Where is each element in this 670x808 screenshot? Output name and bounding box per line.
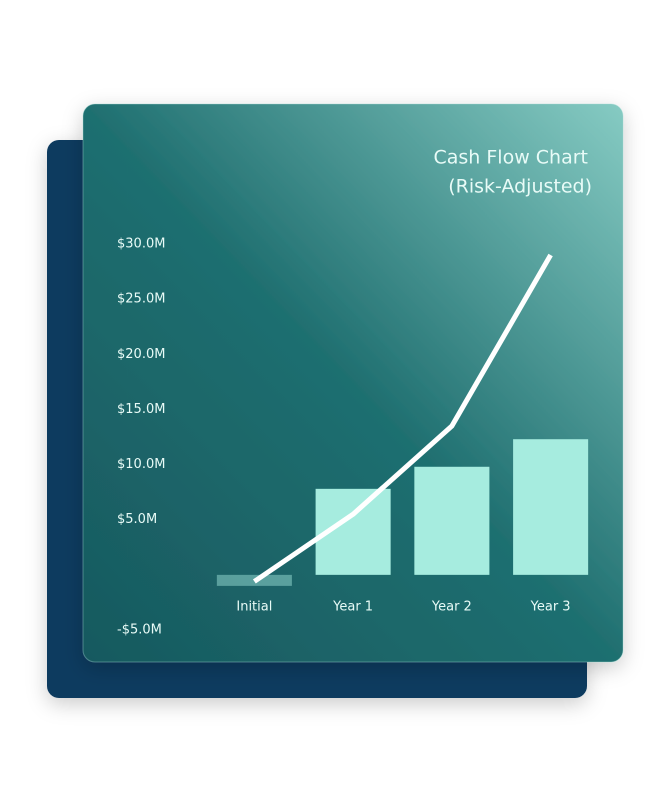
bar: [513, 439, 589, 575]
y-tick-label: $15.0M: [117, 402, 165, 417]
y-tick-label: -$5.0M: [117, 623, 162, 638]
y-tick-label: $25.0M: [117, 292, 165, 307]
chart-title: Cash Flow Chart: [433, 147, 588, 169]
x-tick-label: Year 2: [431, 600, 472, 615]
line: [252, 253, 553, 584]
x-tick-label: Year 1: [332, 600, 373, 615]
y-tick-label: $30.0M: [117, 237, 165, 252]
y-tick-label: $10.0M: [117, 457, 165, 472]
bar: [414, 466, 490, 575]
x-tick-label: Initial: [236, 600, 272, 615]
chart-subtitle: (Risk-Adjusted): [448, 176, 592, 198]
y-tick-label: $20.0M: [117, 347, 165, 362]
y-tick-label: $5.0M: [117, 512, 157, 527]
x-tick-label: Year 3: [530, 600, 571, 615]
